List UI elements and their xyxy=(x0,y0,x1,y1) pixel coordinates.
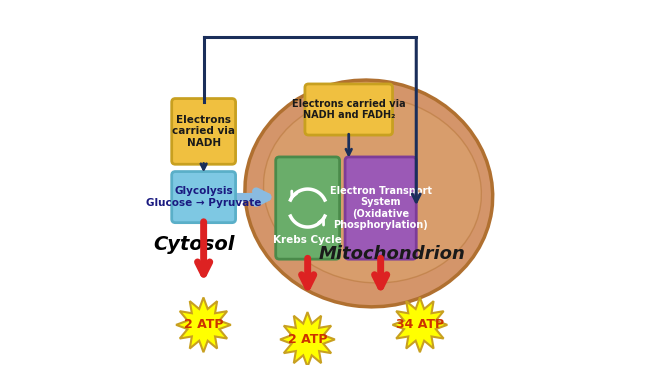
Ellipse shape xyxy=(245,80,493,307)
FancyBboxPatch shape xyxy=(172,99,235,164)
FancyBboxPatch shape xyxy=(305,84,393,135)
Text: 34 ATP: 34 ATP xyxy=(396,318,444,331)
FancyBboxPatch shape xyxy=(172,172,235,223)
Text: Electrons carried via
NADH and FADH₂: Electrons carried via NADH and FADH₂ xyxy=(292,99,406,120)
Text: 2 ATP: 2 ATP xyxy=(288,333,327,346)
Text: Krebs Cycle: Krebs Cycle xyxy=(273,235,342,245)
Polygon shape xyxy=(280,312,335,365)
Text: Mitochondrion: Mitochondrion xyxy=(319,245,466,263)
Polygon shape xyxy=(393,297,447,352)
Text: Cytosol: Cytosol xyxy=(153,235,235,254)
Text: Electrons
carried via
NADH: Electrons carried via NADH xyxy=(172,115,235,148)
Text: 2 ATP: 2 ATP xyxy=(184,318,223,331)
Ellipse shape xyxy=(263,97,482,283)
FancyBboxPatch shape xyxy=(276,157,339,259)
Polygon shape xyxy=(176,297,231,352)
Text: Electron Transport
System
(Oxidative
Phosphorylation): Electron Transport System (Oxidative Pho… xyxy=(330,186,432,230)
Text: Glycolysis
Glucose → Pyruvate: Glycolysis Glucose → Pyruvate xyxy=(146,186,261,208)
FancyBboxPatch shape xyxy=(345,157,416,259)
